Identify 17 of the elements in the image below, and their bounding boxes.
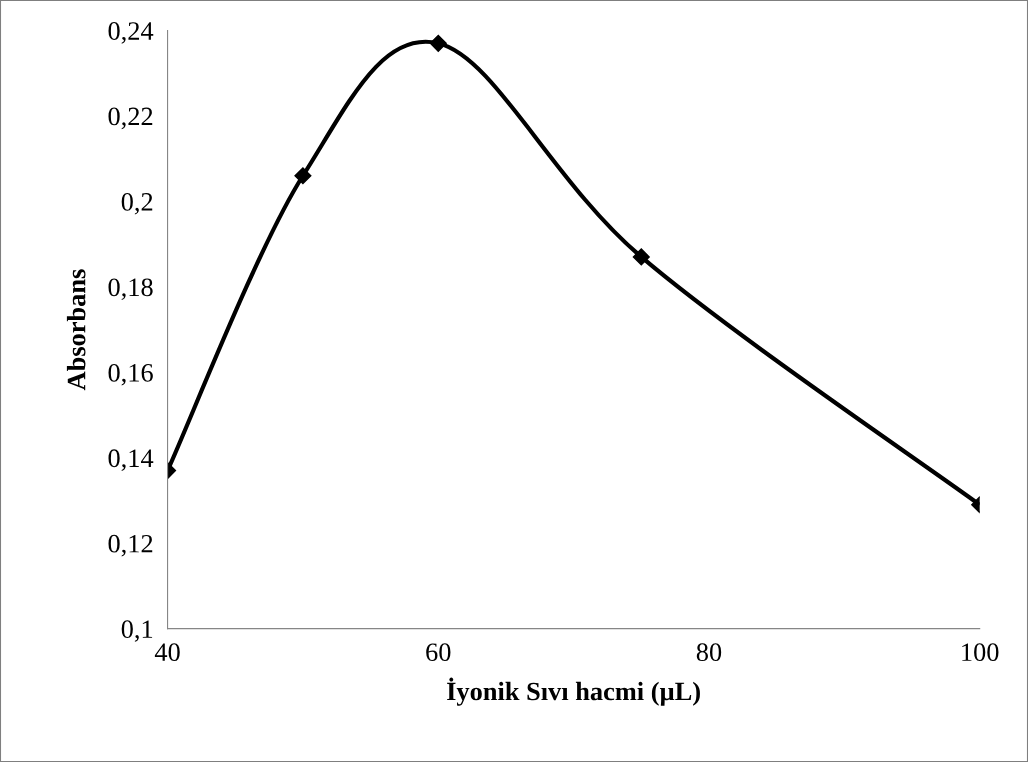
y-tick-label: 0,14: [108, 449, 154, 471]
point: [632, 248, 650, 266]
y-tick-label: 0,24: [108, 22, 154, 44]
point: [294, 167, 312, 185]
y-tick-label: 0,22: [108, 107, 153, 130]
x-tick-label: 80: [696, 643, 722, 662]
y-tick-label: 0,12: [108, 534, 153, 557]
x-axis-title: İyonik Sıvı hacmi (µL): [447, 677, 700, 706]
x-tick-label: 60: [426, 643, 451, 662]
point: [429, 34, 447, 52]
y-tick-label: 0,18: [108, 278, 153, 301]
y-axis-title: Absorbans: [66, 269, 86, 391]
y-tick-label: 0,2: [121, 192, 153, 215]
x-tick-label: 100: [962, 643, 999, 662]
y-tick-label: 0,1: [121, 620, 153, 642]
x-tick-label: 40: [154, 643, 180, 662]
y-tick-label: 0,16: [108, 363, 153, 386]
